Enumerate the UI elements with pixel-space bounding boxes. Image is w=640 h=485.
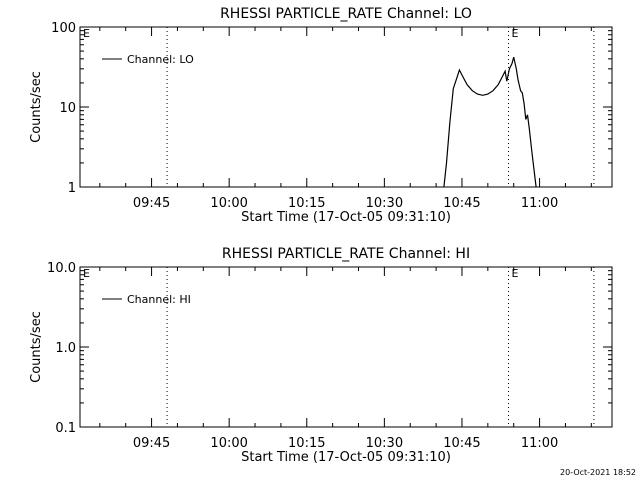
x-tick-label: 10:00 [210,436,247,451]
event-marker-label: E [83,27,90,40]
y-tick-label: 100 [51,21,76,36]
x-tick-label: 10:45 [443,436,480,451]
chart-panel-2: RHESSI PARTICLE_RATE Channel: HI 0.1 1.0 10… [29,246,613,465]
event-marker-label: E [512,27,519,40]
legend-label: Channel: HI [127,293,191,306]
series-line [443,56,537,188]
y-axis-label: Counts/sec [29,71,44,143]
chart-title: RHESSI PARTICLE_RATE Channel: LO [220,6,472,22]
plot-frame [79,266,613,428]
y-tick-label: 10.0 [47,261,76,276]
y-tick-label: 1 [68,181,76,196]
y-tick-label: 0.1 [55,421,76,436]
footer-timestamp: 20-Oct-2021 18:52 [560,468,636,477]
y-tick-label: 1.0 [55,341,76,356]
x-tick-label: 09:45 [133,436,170,451]
event-marker-label: E [83,267,90,280]
x-tick-label: 10:45 [443,196,480,211]
x-tick-label: 10:15 [288,436,325,451]
x-tick-label: 09:45 [133,196,170,211]
x-tick-label: 10:30 [366,436,403,451]
x-tick-label: 10:15 [288,196,325,211]
x-tick-label: 10:30 [366,196,403,211]
x-tick-label: 11:00 [521,196,558,211]
plot-frame [79,26,613,188]
chart-title: RHESSI PARTICLE_RATE Channel: HI [222,246,470,262]
x-axis-label: Start Time (17-Oct-05 09:31:10) [241,450,451,465]
y-axis-label: Counts/sec [29,311,44,383]
event-marker-label: E [512,267,519,280]
chart-panel-1: RHESSI PARTICLE_RATE Channel: LO 1 10 100 09… [29,6,613,225]
x-tick-label: 11:00 [521,436,558,451]
x-tick-label: 10:00 [210,196,247,211]
x-axis-label: Start Time (17-Oct-05 09:31:10) [241,210,451,225]
y-tick-label: 10 [59,101,76,116]
legend-label: Channel: LO [127,53,194,66]
